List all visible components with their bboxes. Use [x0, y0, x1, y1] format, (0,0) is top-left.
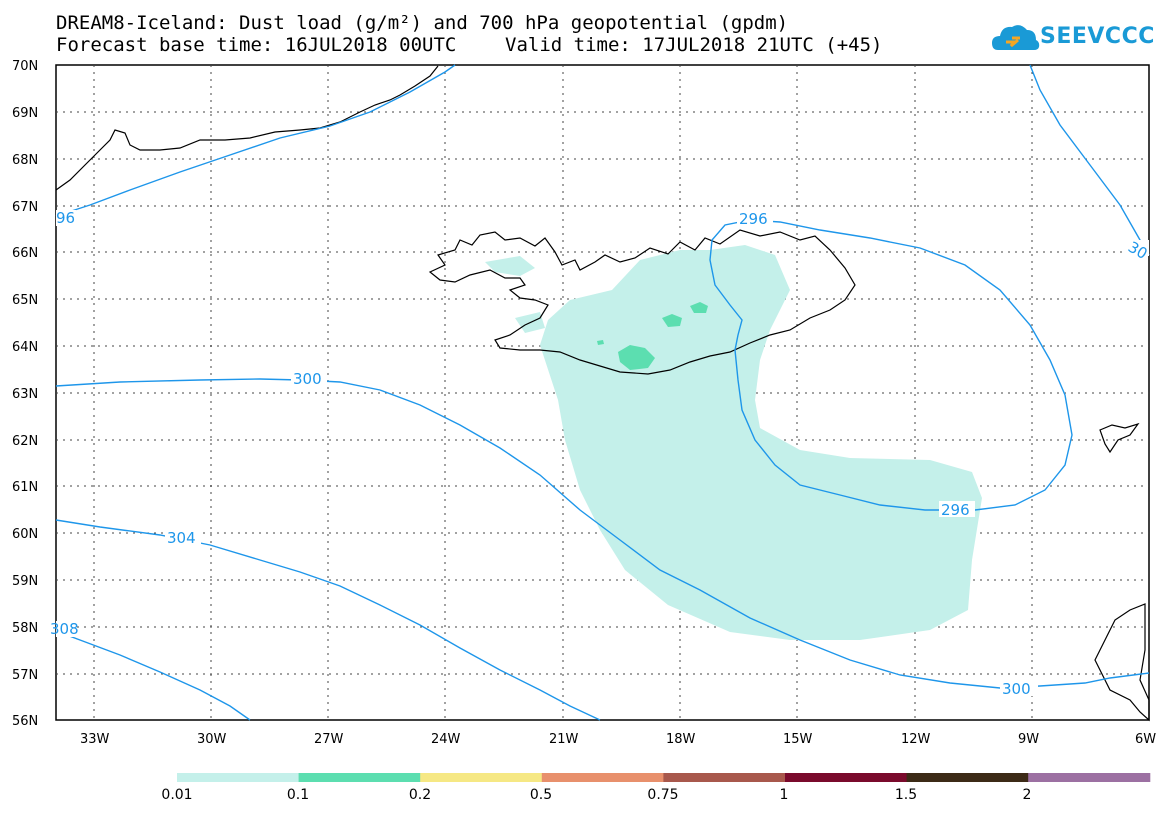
colorbar-swatch — [177, 773, 300, 782]
contour-label: 296 — [941, 501, 970, 519]
lon-axis-labels: 33W 30W 27W 24W 21W 18W 15W 12W 9W 6W — [80, 732, 1156, 747]
lat-label: 69N — [12, 106, 38, 121]
coastlines — [55, 65, 1150, 722]
colorbar-swatch — [1028, 773, 1151, 782]
valid-time: Valid time: 17JUL2018 21UTC (+45) — [505, 34, 883, 56]
dust-area-mid-1 — [618, 345, 655, 370]
contour-label: 96 — [56, 209, 75, 227]
lon-label: 21W — [549, 732, 579, 747]
lat-label: 60N — [12, 527, 38, 542]
colorbar-label: 0.2 — [409, 787, 431, 803]
contour-label: 304 — [167, 529, 196, 547]
contour-labels: 296 300 304 308 296 30 96 300 — [50, 209, 1150, 698]
colorbar-swatch — [785, 773, 908, 782]
lon-label: 15W — [783, 732, 813, 747]
contour-296-east — [1029, 64, 1150, 256]
lat-label: 68N — [12, 153, 38, 168]
coastline-iceland — [428, 229, 856, 375]
dust-area-mid-4 — [597, 340, 604, 345]
colorbar-swatch — [541, 773, 664, 782]
colorbar-swatch — [420, 773, 543, 782]
coastline-faroe — [1099, 422, 1140, 454]
lat-axis-labels: 70N 69N 68N 67N 66N 65N 64N 63N 62N 61N … — [12, 59, 38, 729]
colorbar-label: 1 — [780, 787, 789, 803]
colorbar-label: 0.1 — [287, 787, 309, 803]
contour-label: 300 — [293, 370, 322, 388]
contour-label: 296 — [739, 210, 768, 228]
lat-label: 61N — [12, 480, 38, 495]
contour-label: 308 — [50, 620, 79, 638]
contour-296-loop — [709, 219, 1073, 511]
lat-label: 56N — [12, 714, 38, 729]
cloud-icon — [992, 25, 1040, 50]
lat-label: 64N — [12, 340, 38, 355]
colorbar: 0.01 0.1 0.2 0.5 0.75 1 1.5 2 — [161, 773, 1151, 803]
dust-area-west — [485, 256, 535, 276]
lon-label: 27W — [314, 732, 344, 747]
colorbar-label: 0.5 — [530, 787, 552, 803]
lat-label: 65N — [12, 293, 38, 308]
colorbar-label: 0.75 — [647, 787, 678, 803]
colorbar-swatch — [298, 773, 421, 782]
lon-label: 24W — [431, 732, 461, 747]
coastline-scotland — [1094, 603, 1150, 722]
dust-area-mid-2 — [662, 314, 682, 327]
contour-label: 300 — [1002, 680, 1031, 698]
colorbar-swatch — [663, 773, 786, 782]
dust-area-low — [540, 245, 982, 640]
lon-label: 9W — [1018, 732, 1039, 747]
lat-label: 66N — [12, 246, 38, 261]
forecast-base-time: Forecast base time: 16JUL2018 00UTC — [56, 34, 457, 56]
coastline-greenland — [55, 65, 439, 191]
lat-label: 70N — [12, 59, 38, 74]
lon-label: 6W — [1135, 732, 1156, 747]
lat-label: 57N — [12, 668, 38, 683]
logo-text: SEEVCCC — [1040, 24, 1155, 49]
dust-area-mid-3 — [690, 302, 708, 313]
map-title: DREAM8-Iceland: Dust load (g/m²) and 700… — [56, 12, 789, 34]
contour-308 — [55, 630, 251, 721]
colorbar-swatch — [906, 773, 1029, 782]
colorbar-label: 1.5 — [895, 787, 917, 803]
lat-label: 62N — [12, 434, 38, 449]
lat-label: 59N — [12, 574, 38, 589]
colorbar-label: 0.01 — [161, 787, 192, 803]
contour-296-northwest — [55, 64, 456, 217]
colorbar-label: 2 — [1023, 787, 1032, 803]
lon-label: 18W — [666, 732, 696, 747]
lon-label: 33W — [80, 732, 110, 747]
lon-label: 12W — [901, 732, 931, 747]
lat-label: 63N — [12, 387, 38, 402]
lon-label: 30W — [197, 732, 227, 747]
lat-label: 67N — [12, 200, 38, 215]
lat-label: 58N — [12, 621, 38, 636]
